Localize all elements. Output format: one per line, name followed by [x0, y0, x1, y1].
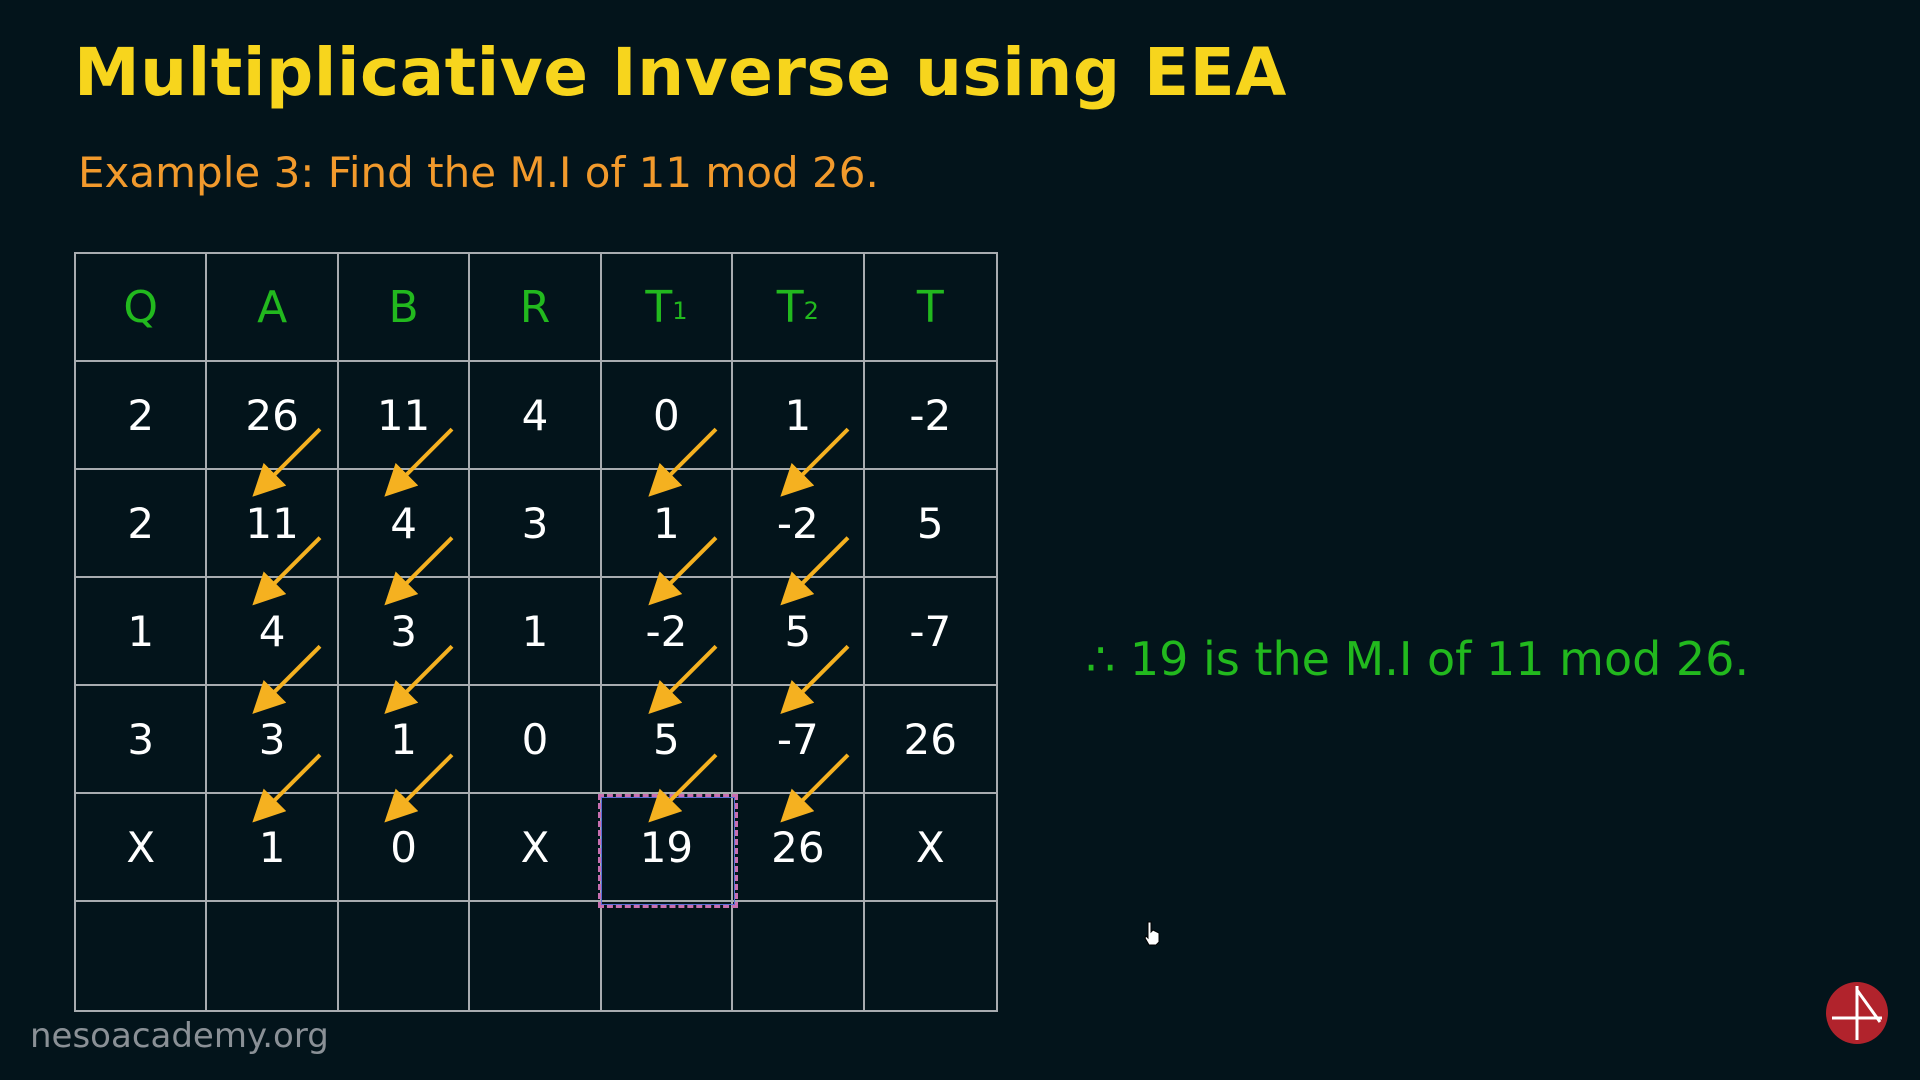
header-a: A [207, 254, 339, 362]
cell-empty [733, 902, 865, 1010]
cell-q: X [76, 794, 208, 902]
cell-t2: 26 [733, 794, 865, 902]
cell-r: 3 [470, 470, 602, 578]
cell-q: 1 [76, 578, 208, 686]
example-subtitle: Example 3: Find the M.I of 11 mod 26. [78, 148, 879, 197]
watermark: nesoacademy.org [30, 1016, 329, 1056]
cell-t1: 1 [601, 470, 734, 578]
cell-a: 3 [207, 686, 339, 794]
cell-empty [602, 902, 734, 1010]
cell-empty [865, 902, 996, 1010]
answer-highlight-box [598, 794, 738, 908]
neso-logo-icon [1826, 982, 1888, 1044]
cell-t1: -2 [601, 578, 734, 686]
cell-b: 0 [338, 794, 471, 902]
cell-t: -7 [864, 578, 996, 686]
cell-t: 26 [864, 686, 996, 794]
cell-t1-answer: 19 [601, 794, 734, 902]
header-r: R [470, 254, 602, 362]
cell-a: 11 [207, 470, 339, 578]
slide-title: Multiplicative Inverse using EEA [74, 34, 1287, 111]
cell-b: 1 [338, 686, 471, 794]
cell-t: -2 [864, 362, 996, 470]
conclusion-text: ∴ 19 is the M.I of 11 mod 26. [1086, 632, 1750, 686]
cell-q: 2 [76, 470, 208, 578]
cell-r: 4 [470, 362, 602, 470]
cell-t: 5 [864, 470, 996, 578]
cell-q: 3 [76, 686, 208, 794]
cell-t2: -7 [733, 686, 865, 794]
cell-q: 2 [76, 362, 208, 470]
cell-empty [339, 902, 471, 1010]
cell-empty [76, 902, 208, 1010]
cell-a: 4 [207, 578, 339, 686]
cell-r: 1 [470, 578, 602, 686]
cell-t1: 0 [601, 362, 734, 470]
cell-a: 1 [207, 794, 339, 902]
cell-r: 0 [470, 686, 602, 794]
cell-t1: 5 [601, 686, 734, 794]
header-b: B [338, 254, 471, 362]
cell-t: X [864, 794, 996, 902]
cell-t2: 5 [733, 578, 865, 686]
cell-t2: 1 [733, 362, 865, 470]
cell-b: 4 [338, 470, 471, 578]
hand-cursor-icon [1142, 920, 1162, 946]
cell-empty [470, 902, 602, 1010]
cell-r: X [470, 794, 602, 902]
header-t: T [864, 254, 996, 362]
cell-b: 3 [338, 578, 471, 686]
header-q: Q [76, 254, 208, 362]
cell-a: 26 [207, 362, 339, 470]
cell-b: 11 [338, 362, 471, 470]
cell-t2: -2 [733, 470, 865, 578]
cell-empty [207, 902, 339, 1010]
